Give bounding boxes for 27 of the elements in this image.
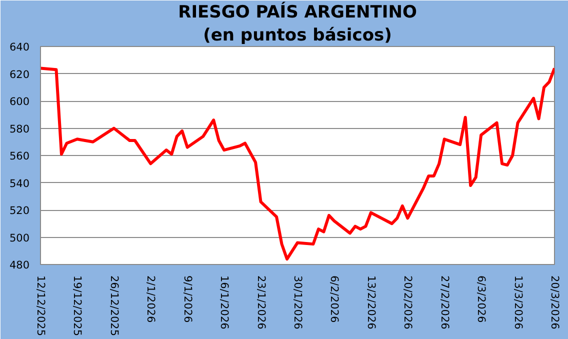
x-tick-label: 13/2/2026 [364,276,377,330]
y-tick-label: 500 [9,232,30,244]
x-tick-label: 19/12/2025 [71,276,84,336]
y-tick-label: 580 [9,123,30,136]
x-tick-label: 16/1/2026 [218,276,230,330]
x-tick-label: 6/2/2026 [328,276,340,323]
line-series [40,66,554,261]
y-tick-label: 520 [9,205,30,217]
y-tick-label: 620 [9,68,30,81]
x-tick-label: 12/12/2025 [34,276,46,336]
x-tick-label: 6/3/2026 [475,276,488,323]
chart-title: RIESGO PAÍS ARGENTINO [178,2,417,22]
y-tick-label: 540 [9,178,30,190]
x-tick-label: 2/1/2026 [144,276,157,323]
y-tick-label: 640 [9,42,30,54]
y-tick-label: 600 [9,96,30,108]
x-tick-label: 20/3/2026 [548,276,560,330]
y-tick-label: 560 [9,150,30,162]
x-tick-label: 26/12/2025 [108,276,120,336]
x-tick-label: 13/3/2026 [512,276,524,330]
x-tick-label: 9/1/2026 [181,276,194,323]
x-tick-label: 23/1/2026 [254,276,267,330]
x-tick-label: 30/1/2026 [292,276,304,330]
y-tick-label: 480 [9,260,30,272]
chart-subtitle: (en puntos básicos) [203,26,392,46]
x-tick-label: 20/2/2026 [402,276,414,330]
x-tick-label: 27/2/2026 [438,276,450,330]
